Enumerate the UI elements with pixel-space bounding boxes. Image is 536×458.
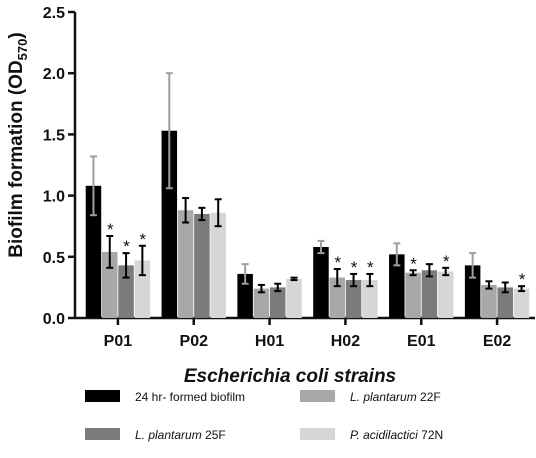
bar — [210, 212, 226, 318]
legend-label: L. plantarum 22F — [350, 390, 441, 404]
legend-item: L. plantarum 25F — [85, 428, 226, 442]
x-tick-label: H01 — [255, 333, 284, 350]
legend-item: 24 hr- formed biofilm — [85, 390, 245, 404]
significance-star: * — [519, 270, 526, 289]
legend-label: 24 hr- formed biofilm — [135, 390, 245, 404]
bar — [177, 210, 194, 318]
bar — [237, 273, 253, 318]
y-axis-title: Biofilm formation (OD570) — [6, 32, 30, 257]
bar — [345, 280, 362, 318]
bar — [497, 287, 513, 318]
x-tick-label: P02 — [180, 333, 209, 350]
tick-labels: 0.0 0.5 1.0 1.5 2.0 2.5 P01 P02 H01 H02 E01 E02 — [43, 5, 512, 350]
legend-swatch — [85, 428, 120, 440]
bar — [269, 287, 286, 318]
legend-swatch — [300, 390, 335, 402]
legend-item: P. acidilactici 72N — [300, 428, 443, 442]
bar — [134, 260, 151, 318]
bar — [194, 213, 210, 318]
bar — [313, 247, 329, 318]
legend-label-rest: 24 hr- formed biofilm — [135, 390, 245, 404]
bar — [362, 280, 378, 318]
x-tick-label: E02 — [483, 333, 512, 350]
bar — [405, 272, 421, 318]
legend-label-rest: 25F — [202, 428, 226, 442]
legend-label-italic: L. plantarum — [350, 390, 417, 404]
bar — [389, 254, 405, 318]
legend-item: L. plantarum 22F — [300, 390, 441, 404]
significance-star: * — [367, 258, 374, 277]
legend-label-rest: 72N — [418, 428, 443, 442]
significance-star: * — [351, 258, 358, 277]
bar — [286, 278, 302, 318]
legend-swatch — [85, 390, 120, 402]
bar — [437, 271, 454, 318]
bar — [464, 265, 481, 318]
bar — [253, 288, 270, 318]
legend-swatch — [300, 428, 335, 440]
legend-label: L. plantarum 25F — [135, 428, 226, 442]
bar — [118, 265, 134, 318]
y-axis-title-close: ) — [6, 32, 27, 38]
bars — [85, 130, 530, 318]
y-tick-label: 2.0 — [43, 66, 65, 83]
significance-star: * — [334, 253, 341, 272]
significance-star: * — [410, 254, 417, 273]
x-tick-label: H02 — [331, 333, 360, 350]
legend-label-italic: P. acidilactici — [350, 428, 418, 442]
error-bars — [89, 72, 526, 294]
significance-star: * — [123, 237, 130, 256]
legend-label-rest: 22F — [417, 390, 441, 404]
bar — [481, 284, 497, 318]
legend-label-italic: L. plantarum — [135, 428, 202, 442]
y-tick-label: 1.0 — [43, 189, 65, 206]
bar — [85, 185, 102, 318]
y-axis-title-main: Biofilm formation (OD — [6, 60, 27, 257]
legend-label: P. acidilactici 72N — [350, 428, 443, 442]
y-tick-label: 2.5 — [43, 5, 65, 22]
y-tick-label: 1.5 — [43, 127, 65, 144]
x-tick-label: E01 — [407, 333, 436, 350]
axes — [68, 10, 535, 325]
bar — [513, 288, 530, 318]
x-axis-title: Escherichia coli strains — [184, 366, 396, 387]
significance-markers: * * * * * * * * * — [107, 220, 526, 289]
significance-star: * — [443, 252, 450, 271]
significance-star: * — [107, 220, 114, 239]
x-tick-label: P01 — [104, 333, 133, 350]
significance-star: * — [140, 230, 147, 249]
legend: 24 hr- formed biofilm L. plantarum 22FL. … — [85, 390, 443, 442]
bar — [329, 277, 346, 318]
bar — [102, 251, 118, 318]
y-tick-label: 0.0 — [43, 311, 65, 328]
bar — [161, 130, 178, 318]
y-axis-title-sub: 570 — [15, 39, 30, 61]
bar — [421, 270, 438, 318]
y-tick-label: 0.5 — [43, 250, 65, 267]
